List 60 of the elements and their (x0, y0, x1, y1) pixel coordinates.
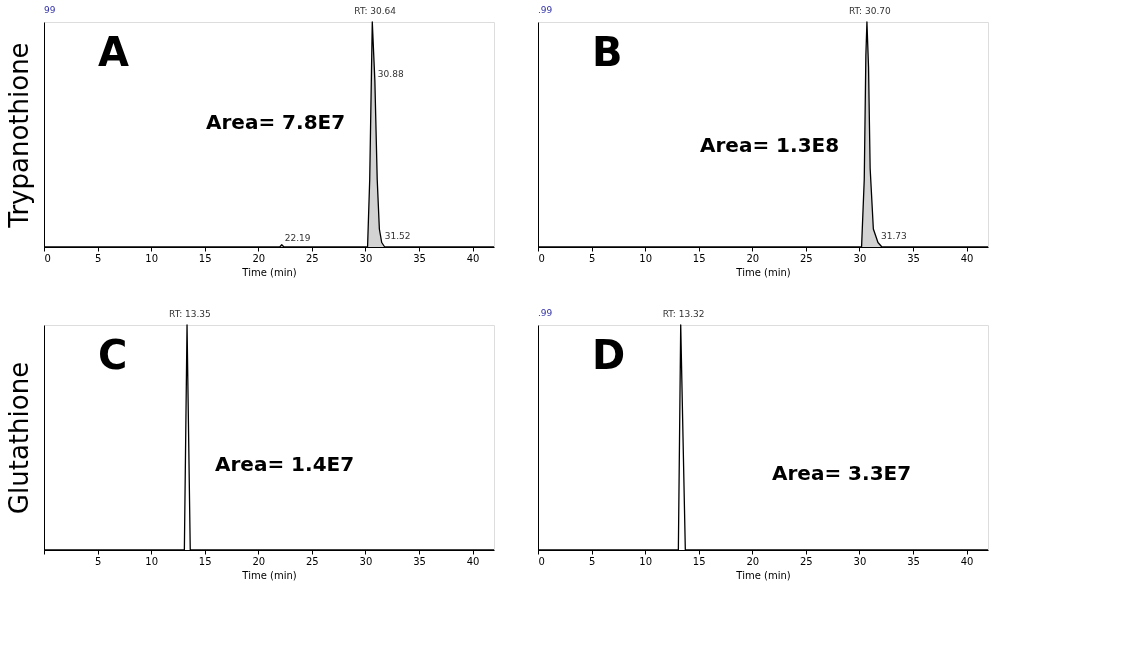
y-axis-title: Glutathione (3, 361, 34, 515)
annotation: 31.73 (880, 230, 907, 241)
x-tick-label: 40 (466, 555, 480, 567)
x-tick-label: 20 (252, 555, 266, 567)
x-tick-label: 0 (44, 252, 51, 264)
annotation: RT: 30.64 (354, 6, 397, 16)
x-tick-label: 30 (853, 252, 867, 264)
annotation: RT: 30.70 (848, 6, 891, 16)
x-tick-label: 30 (359, 252, 373, 264)
x-tick-label: 25 (799, 252, 813, 264)
x-tick-label: 20 (252, 252, 266, 264)
x-tick-label: 0 (538, 252, 545, 264)
x-tick-label: 5 (94, 252, 102, 264)
x-tick-label: 0 (538, 555, 545, 567)
x-tick-label: 5 (588, 252, 596, 264)
annotation: Area= 1.4E7 (215, 451, 355, 476)
text: .99 (538, 308, 553, 318)
x-tick-label: 35 (413, 252, 426, 264)
chart-title: A (98, 28, 129, 75)
annotation: Area= 3.3E7 (772, 460, 912, 485)
x-axis-title: Time (min) (241, 569, 297, 581)
x-tick-label: 40 (466, 252, 480, 264)
x-tick-label: 35 (907, 555, 920, 567)
x-tick-label: 10 (639, 252, 653, 264)
x-tick-label: 40 (960, 252, 974, 264)
x-tick-label: 15 (692, 555, 706, 567)
x-tick-label: 35 (413, 555, 426, 567)
x-tick-label: 30 (853, 555, 867, 567)
annotation: Area= 1.3E8 (700, 132, 840, 157)
x-tick-label: 10 (145, 555, 159, 567)
chart-title: C (98, 331, 128, 378)
annotation: RT: 13.32 (662, 309, 705, 319)
x-tick-label: 20 (746, 252, 760, 264)
x-tick-label: 20 (746, 555, 760, 567)
x-tick-label: 25 (799, 555, 813, 567)
x-axis-title: Time (min) (241, 266, 297, 278)
annotation: 31.52 (384, 230, 411, 241)
x-tick-label: 15 (692, 252, 706, 264)
annotation: Area= 7.8E7 (206, 110, 346, 135)
x-tick-label: 25 (305, 555, 319, 567)
x-tick-label: 15 (198, 555, 212, 567)
x-tick-label: 10 (639, 555, 653, 567)
x-tick-label: 40 (960, 555, 974, 567)
annotation: 30.88 (377, 68, 404, 79)
annotation: RT: 13.35 (169, 309, 211, 319)
x-tick-label: 10 (145, 252, 159, 264)
x-tick-label: 30 (359, 555, 373, 567)
y-axis-title: Trypanothione (3, 42, 34, 229)
chart-title: D (592, 331, 626, 378)
x-tick-label: 35 (907, 252, 920, 264)
x-axis-title: Time (min) (735, 266, 791, 278)
text: 99 (44, 5, 56, 15)
x-tick-label: 5 (94, 555, 102, 567)
chart-title: B (592, 28, 623, 75)
annotation: 22.19 (284, 232, 311, 243)
x-tick-label: 5 (588, 555, 596, 567)
text: .99 (538, 5, 553, 15)
x-tick-label: 25 (305, 252, 319, 264)
x-tick-label: 15 (198, 252, 212, 264)
x-axis-title: Time (min) (735, 569, 791, 581)
